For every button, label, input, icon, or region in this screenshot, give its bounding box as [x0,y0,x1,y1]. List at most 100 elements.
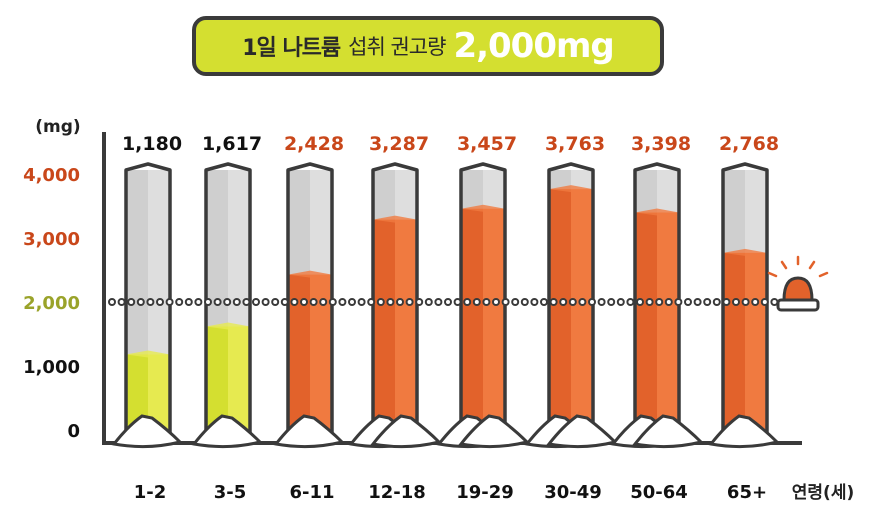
y-tick-label: 2,000 [23,293,80,314]
reference-dot [376,298,385,306]
reference-dot [636,298,644,306]
title-part3: 2,000mg [453,26,614,66]
reference-dot [530,298,539,306]
reference-dot [684,298,692,306]
reference-dot [405,298,414,306]
reference-dot [252,298,260,306]
reference-dot [732,298,740,306]
reference-dot [300,298,308,306]
x-tick-label: 65+ [727,482,767,503]
x-tick-label: 30-49 [544,482,602,503]
reference-dot [674,298,683,306]
reference-dot [703,298,712,306]
reference-dot [136,298,145,306]
reference-dot [664,298,673,306]
tube-outline [204,162,252,438]
value-label: 2,768 [719,133,779,155]
title-part2: 섭취 권고량 [348,35,446,59]
salt-pile [370,414,442,449]
reference-dot [492,298,500,306]
reference-dot [338,298,347,306]
reference-dot [424,298,433,306]
title-part1: 1일 나트륨 [242,36,341,61]
bar-fill-top [549,185,593,193]
bar-fill-left [288,274,310,438]
reference-dot [453,298,462,306]
tube-outline [547,162,595,438]
reference-dot [232,298,241,306]
y-tick-label: 1,000 [23,357,80,378]
y-axis-label: (mg) [35,117,80,137]
reference-dot [117,298,126,306]
reference-dot [559,298,568,306]
reference-dot [271,298,280,306]
reference-dot [319,298,328,306]
x-tick-label: 50-64 [630,482,688,503]
salt-pile [708,414,780,449]
reference-dot [434,298,443,306]
value-label: 3,457 [457,133,517,155]
reference-dot [741,298,750,306]
reference-dot [722,298,731,306]
reference-dot [213,298,222,306]
reference-dot [242,298,251,306]
bar-fill-right [228,326,250,438]
bar-fill-top [288,270,332,278]
tube-outline [286,162,334,438]
reference-dot [348,298,356,306]
reference-dot [607,298,616,306]
reference-dot [184,298,193,306]
reference-dot [511,298,520,306]
reference-dot [396,298,404,306]
salt-pile [111,414,183,449]
reference-dot [463,298,472,306]
value-label: 1,617 [202,133,262,155]
reference-dot [578,298,587,306]
reference-dot [127,298,136,306]
reference-dot [309,298,318,306]
reference-dot [328,298,337,306]
value-label: 1,180 [122,133,182,155]
reference-dot [626,298,635,306]
bar-fill-left [206,326,228,438]
reference-dot [655,298,664,306]
bar-fill-top [723,248,767,256]
bar-fill-left [549,189,571,438]
reference-dot [290,298,299,306]
reference-dot [175,298,184,306]
reference-dot [108,298,116,306]
reference-dot [261,298,270,306]
bar-fill-right [310,274,332,438]
y-tick-label: 3,000 [23,229,80,250]
siren-ray [818,271,829,278]
salt-pile [632,414,704,449]
tube-outline [459,162,507,438]
bar-fill-right [657,212,679,438]
tube-outline [124,162,172,438]
x-tick-label: 6-11 [289,482,334,503]
reference-dot [444,298,452,306]
value-label: 3,287 [369,133,429,155]
bar-fill-right [483,208,505,438]
reference-dot [616,298,625,306]
salt-pile [458,414,530,449]
bar-fill-left [635,212,657,438]
reference-dot [520,298,529,306]
bar-fill-top [373,215,417,223]
reference-dot [568,298,577,306]
reference-dot [597,298,606,306]
bar-fill-right [745,252,767,438]
bar-fill-top [126,350,170,358]
siren-icon [782,276,814,302]
bar-fill-top [461,204,505,212]
reference-dot [204,298,212,306]
x-tick-label: 19-29 [456,482,514,503]
reference-dot [357,298,366,306]
reference-dot [645,298,654,306]
reference-dot [760,298,769,306]
reference-dot [367,298,376,306]
y-tick-label: 0 [67,421,80,442]
title-banner: 1일 나트륨 섭취 권고량 2,000mg [192,16,664,76]
